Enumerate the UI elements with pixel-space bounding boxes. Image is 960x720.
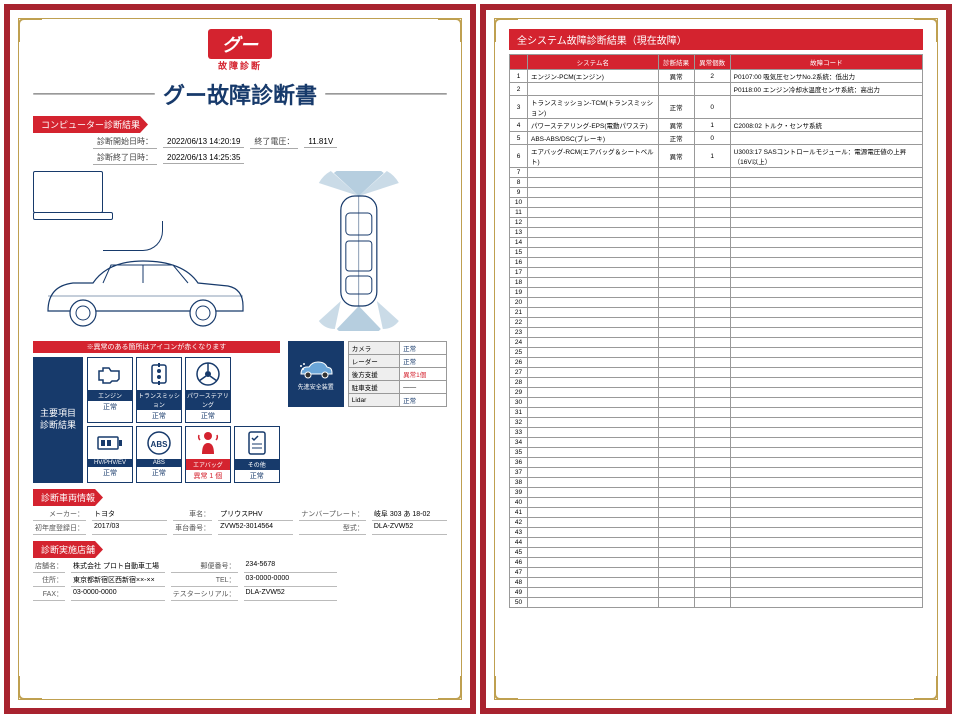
table-row: 1エンジン-PCM(エンジン)異常2P0107:00 吸気圧センサNo.2系統：… [510,70,923,83]
table-row: 22 [510,318,923,328]
diag-icon-HV/PHV/EV: HV/PHV/EV正常 [87,426,133,483]
table-row: 34 [510,438,923,448]
sensor-car-icon: 先進安全装置 [288,341,344,407]
table-row: 42 [510,518,923,528]
table-row: 14 [510,238,923,248]
table-row: 30 [510,398,923,408]
table-row: 20 [510,298,923,308]
table-row: 31 [510,408,923,418]
diagram-area [33,171,447,331]
table-row: 13 [510,228,923,238]
logo-block: グー 故障診断 [33,29,447,72]
table-row: 48 [510,578,923,588]
report-page-1: グー 故障診断 グー故障診断書 コンピューター診断結果 診断開始日時： 2022… [4,4,476,714]
diag-icon-エアバッグ: エアバッグ異常 1 個 [185,426,231,483]
icon-note: ※異常のある箇所はアイコンが赤くなります [33,341,280,353]
table-row: 8 [510,178,923,188]
p2-title: 全システム故障診断結果（現在故障） [509,29,923,50]
meta-start: 診断開始日時： 2022/06/13 14:20:19 終了電圧： 11.81V [93,135,447,149]
report-page-2: 全システム故障診断結果（現在故障） システム名診断結果異常個数故障コード1エンジ… [480,4,952,714]
table-row: 4パワーステアリング-EPS(電動パワステ)異常1C2008:02 トルク・セン… [510,119,923,132]
table-row: 50 [510,598,923,608]
table-row: 5ABS-ABS/DSC(ブレーキ)正常0 [510,132,923,145]
table-row: 33 [510,428,923,438]
table-row: 46 [510,558,923,568]
table-row: 15 [510,248,923,258]
table-row: 25 [510,348,923,358]
diag-icon-トランスミッション: トランスミッション正常 [136,357,182,423]
table-row: 29 [510,388,923,398]
car-side-svg [33,241,253,331]
table-row: 24 [510,338,923,348]
diag-icon-エンジン: エンジン正常 [87,357,133,423]
vehicle-info-section: 診断車両情報 メーカー：トヨタ車名：プリウスPHVナンバープレート：岐阜 303… [33,489,447,535]
table-row: 10 [510,198,923,208]
car-side-diagram [33,171,261,331]
table-row: 35 [510,448,923,458]
section-computer-results: コンピューター診断結果 [33,116,148,133]
table-row: 49 [510,588,923,598]
title-row: グー故障診断書 [33,78,447,110]
table-row: 32 [510,418,923,428]
table-row: 6エアバッグ-RCM(エアバッグ＆シートベルト)異常1U3003:17 SASコ… [510,145,923,168]
diag-icon-パワーステアリング: パワーステアリング正常 [185,357,231,423]
table-row: 37 [510,468,923,478]
table-row: 38 [510,478,923,488]
table-row: 17 [510,268,923,278]
table-row: 12 [510,218,923,228]
main-result-label: 主要項目 診断結果 [33,357,83,483]
sensor-box: 先進安全装置 カメラ正常レーダー正常後方支援異常1個駐車支援――Lidar正常 [288,341,447,407]
table-row: 45 [510,548,923,558]
meta-end: 診断終了日時： 2022/06/13 14:25:35 [93,151,447,165]
shop-info-section: 診断実施店舗 店舗名：株式会社 プロト自動車工場郵便番号：234-5678住所：… [33,541,447,601]
table-row: 36 [510,458,923,468]
icon-grid: エンジン正常トランスミッション正常パワーステアリング正常HV/PHV/EV正常A… [87,357,280,483]
table-row: 7 [510,168,923,178]
logo: グー [208,29,272,59]
table-row: 19 [510,288,923,298]
svg-text:ABS: ABS [150,440,168,449]
table-row: 27 [510,368,923,378]
diagnosis-table: システム名診断結果異常個数故障コード1エンジン-PCM(エンジン)異常2P010… [509,54,923,608]
table-row: 39 [510,488,923,498]
table-row: 11 [510,208,923,218]
car-top-diagram [271,171,447,331]
table-row: 21 [510,308,923,318]
table-row: 44 [510,538,923,548]
table-row: 43 [510,528,923,538]
main-title: グー故障診断書 [163,78,317,110]
table-row: 9 [510,188,923,198]
laptop-icon [33,171,113,226]
table-row: 28 [510,378,923,388]
logo-subtitle: 故障診断 [33,59,447,72]
table-row: 2P0118:00 エンジン冷却水温度センサ系統：高出力 [510,83,923,96]
table-row: 47 [510,568,923,578]
diag-icon-その他: その他正常 [234,426,280,483]
table-row: 16 [510,258,923,268]
table-row: 41 [510,508,923,518]
table-row: 40 [510,498,923,508]
table-row: 23 [510,328,923,338]
table-row: 26 [510,358,923,368]
diag-icon-ABS: ABSABS正常 [136,426,182,483]
sensor-table: カメラ正常レーダー正常後方支援異常1個駐車支援――Lidar正常 [348,341,447,407]
table-row: 18 [510,278,923,288]
table-row: 3トランスミッション-TCM(トランスミッション)正常0 [510,96,923,119]
